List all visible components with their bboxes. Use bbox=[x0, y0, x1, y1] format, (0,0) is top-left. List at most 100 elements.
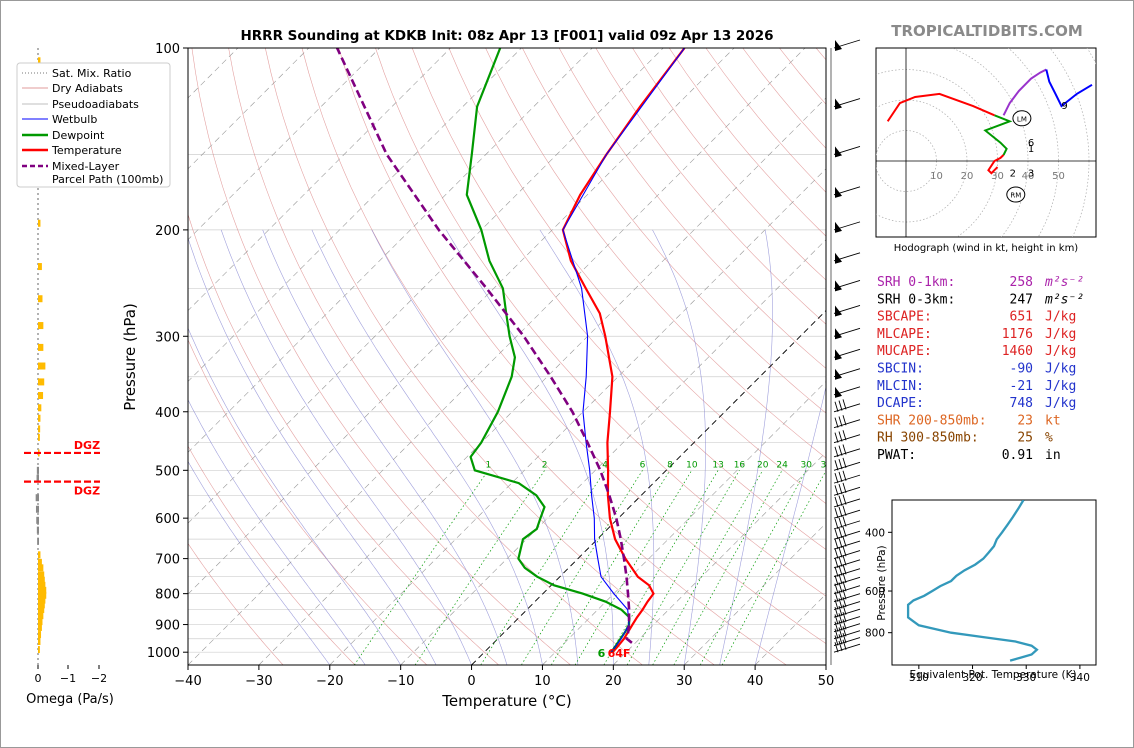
omega-bar bbox=[38, 601, 45, 609]
theta-e-x-tick-label: 310 bbox=[909, 672, 929, 684]
wind-barb-feather bbox=[842, 604, 847, 615]
index-value: 1460 bbox=[1002, 344, 1033, 359]
wind-barb-feather bbox=[834, 628, 839, 639]
wind-barb-feather bbox=[838, 537, 843, 548]
wind-barb-flag bbox=[835, 252, 842, 264]
wind-barb-feather bbox=[838, 547, 843, 558]
omega-bar bbox=[38, 392, 44, 400]
omega-bar bbox=[38, 343, 44, 351]
omega-bar bbox=[38, 551, 41, 559]
wind-barb bbox=[833, 559, 861, 569]
theta-e-frame bbox=[891, 499, 1097, 666]
dry-adiabat bbox=[448, 48, 826, 504]
wind-barb-feather bbox=[834, 485, 839, 496]
storm-motion-marker bbox=[1012, 110, 1032, 127]
theta-e-y-label: Pressure (hPa) bbox=[876, 545, 888, 620]
mixing-ratio-label: 6 bbox=[640, 460, 646, 470]
omega-bar bbox=[38, 263, 42, 271]
legend-label: Temperature bbox=[51, 144, 122, 157]
y-tick-label: 700 bbox=[155, 553, 180, 568]
omega-bar bbox=[38, 576, 45, 584]
surface-temperature-label: 64F bbox=[608, 647, 631, 660]
mixing-ratio-label: 13 bbox=[712, 460, 723, 470]
wind-barb bbox=[833, 630, 861, 640]
index-value: -21 bbox=[1010, 379, 1033, 394]
wind-barb bbox=[833, 434, 861, 444]
omega-bar bbox=[38, 646, 40, 654]
wind-barb bbox=[833, 461, 861, 471]
wind-barb-feather bbox=[838, 590, 843, 601]
wind-barb-feather bbox=[838, 416, 843, 427]
dry-adiabat bbox=[558, 48, 826, 369]
isotherm bbox=[684, 522, 826, 665]
mixing-ratio-line bbox=[550, 470, 671, 665]
wind-barb-feather bbox=[842, 444, 847, 455]
wind-barb-flag bbox=[835, 280, 842, 292]
wind-barb bbox=[833, 520, 861, 530]
dry-adiabat bbox=[265, 48, 715, 665]
wind-barbs bbox=[830, 39, 861, 665]
legend: Sat. Mix. Ratio Dry Adiabats Pseudoadiabat… bbox=[16, 62, 171, 188]
legend-label: Pseudoadiabats bbox=[52, 98, 139, 111]
wind-barb-feather bbox=[834, 575, 839, 586]
index-unit: J/kg bbox=[1045, 379, 1076, 394]
omega-bar-negative bbox=[35, 494, 39, 502]
omega-bar bbox=[38, 612, 44, 620]
wind-barb-flag bbox=[835, 186, 842, 198]
wind-barb-feather bbox=[834, 614, 839, 625]
omega-bar bbox=[38, 404, 42, 412]
legend-label-line: Mixed-Layer bbox=[52, 160, 120, 173]
dry-adiabat bbox=[188, 542, 284, 665]
dry-adiabat bbox=[191, 48, 571, 665]
x-tick-label: −30 bbox=[245, 674, 272, 689]
index-name: SBCAPE: bbox=[877, 310, 932, 325]
wind-barb bbox=[833, 540, 861, 550]
wind-barb-feather bbox=[842, 589, 847, 600]
hodograph-ring-label: 20 bbox=[961, 171, 974, 182]
moist-adiabat bbox=[311, 229, 543, 665]
theta-e-y-tick-label: 600 bbox=[865, 586, 885, 598]
moist-adiabat bbox=[719, 229, 773, 665]
theta-e-x-tick-label: 330 bbox=[1016, 672, 1036, 684]
wind-barb-feather bbox=[838, 598, 843, 609]
index-name: SRH 0-3km: bbox=[877, 292, 955, 307]
wind-barb-feather bbox=[838, 634, 843, 645]
dry-adiabat bbox=[375, 48, 826, 597]
wind-barb-feather bbox=[838, 458, 843, 470]
index-name: RH 300-850mb: bbox=[877, 431, 979, 446]
omega-bar-negative bbox=[37, 537, 39, 545]
wind-barb bbox=[833, 608, 861, 618]
x-tick-label: 10 bbox=[534, 674, 551, 689]
wind-barb-feather bbox=[842, 415, 847, 426]
wind-barb-feather bbox=[842, 633, 847, 644]
index-name: MUCAPE: bbox=[877, 344, 932, 359]
y-tick-label: 1000 bbox=[147, 646, 180, 661]
mixing-ratio-line bbox=[414, 470, 545, 665]
wind-barb-feather bbox=[842, 536, 847, 547]
isotherm bbox=[542, 381, 826, 665]
wind-barb-feather bbox=[834, 591, 839, 602]
hodograph-trace bbox=[1002, 68, 1047, 116]
wind-barb-flag bbox=[835, 221, 842, 233]
y-tick-label: 200 bbox=[155, 224, 180, 239]
wind-barb-feather bbox=[834, 538, 839, 550]
wind-barb-feather bbox=[842, 399, 847, 410]
hodograph-height-label: 3 bbox=[1028, 168, 1034, 179]
mixing-ratio-label: 8 bbox=[667, 460, 673, 470]
x-tick-label: −10 bbox=[387, 674, 414, 689]
hodograph-trace bbox=[983, 114, 1013, 156]
theta-e-x-label: Equivalent Pot. Temperature (K) bbox=[909, 669, 1076, 681]
wind-barb-feather bbox=[834, 557, 839, 568]
index-value: 258 bbox=[1010, 275, 1033, 290]
wind-barb-feather bbox=[834, 460, 839, 471]
hodograph-height-label: 6 bbox=[1028, 138, 1034, 149]
wind-barb-feather bbox=[838, 556, 843, 567]
y-tick-label: 300 bbox=[155, 330, 180, 345]
omega-bar bbox=[38, 618, 43, 626]
isotherm bbox=[471, 309, 826, 665]
index-name: MLCIN: bbox=[877, 379, 924, 394]
legend-label-line: Parcel Path (100mb) bbox=[52, 173, 163, 186]
wind-barb bbox=[833, 568, 861, 578]
wind-barb bbox=[833, 550, 861, 560]
mixing-ratio-line bbox=[354, 470, 489, 665]
